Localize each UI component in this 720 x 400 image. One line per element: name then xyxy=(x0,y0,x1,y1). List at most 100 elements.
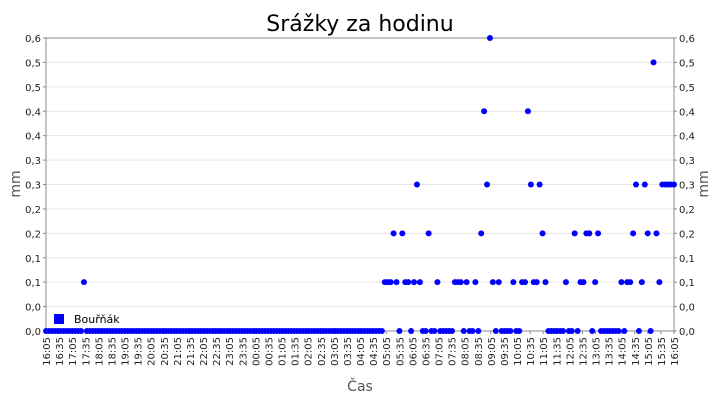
x-tick-label: 12:05 xyxy=(565,337,576,366)
data-point xyxy=(589,328,596,334)
data-point xyxy=(633,181,640,188)
data-point xyxy=(396,328,403,334)
x-tick-label: 18:05 xyxy=(94,337,105,366)
x-tick-label: 16:05 xyxy=(42,337,53,366)
y-tick-label: 0,2 xyxy=(679,205,695,216)
x-tick-label: 21:05 xyxy=(173,337,184,366)
data-point xyxy=(568,328,575,334)
x-tick-label: 10:05 xyxy=(513,337,524,366)
y-tick-label: 0,3 xyxy=(679,181,695,192)
data-point xyxy=(635,328,642,334)
data-point xyxy=(495,279,502,286)
data-point xyxy=(408,328,415,334)
y-tick-label: 0,0 xyxy=(679,327,695,338)
x-tick-label: 05:05 xyxy=(382,337,393,366)
y-tick-label: 0,0 xyxy=(25,303,41,314)
data-point xyxy=(522,279,529,286)
y-axis-left: 0,0 0,0 0,1 0,1 0,2 0,2 0,3 0,3 0,4 0,4 0,5 0,5 0,6 xyxy=(25,34,46,338)
data-point xyxy=(475,328,482,334)
x-axis-label: Čas xyxy=(347,377,373,395)
x-tick-label: 04:35 xyxy=(369,337,380,366)
data-point xyxy=(449,328,456,334)
data-point xyxy=(641,181,648,188)
y-tick-label: 0,5 xyxy=(679,58,695,69)
x-tick-label: 20:05 xyxy=(147,337,158,366)
x-tick-label: 14:05 xyxy=(618,337,629,366)
y-tick-label: 0,0 xyxy=(25,327,41,338)
data-point xyxy=(387,279,394,286)
x-tick-label: 03:35 xyxy=(343,337,354,366)
data-point xyxy=(481,108,488,115)
y-tick-label: 0,1 xyxy=(679,254,695,265)
data-point xyxy=(580,279,587,286)
data-point xyxy=(425,230,432,237)
y-tick-label: 0,5 xyxy=(679,83,695,94)
x-tick-label: 23:35 xyxy=(238,337,249,366)
data-point xyxy=(478,230,485,237)
y-axis-right: 0,0 0,0 0,1 0,1 0,2 0,2 0,3 0,3 0,4 0,4 0,5 0,5 0,6 xyxy=(674,34,695,338)
x-tick-label: 01:05 xyxy=(278,337,289,366)
x-tick-label: 10:35 xyxy=(526,337,537,366)
x-tick-label: 07:35 xyxy=(448,337,459,366)
y-tick-label: 0,4 xyxy=(679,107,695,118)
x-tick-label: 17:35 xyxy=(81,337,92,366)
x-tick-label: 07:05 xyxy=(435,337,446,366)
data-point xyxy=(469,328,476,334)
data-point xyxy=(524,108,531,115)
y-tick-label: 0,0 xyxy=(679,303,695,314)
y-tick-label: 0,3 xyxy=(25,156,41,167)
x-tick-label: 20:35 xyxy=(160,337,171,366)
x-axis: 16:05 16:35 17:05 17:35 18:05 18:35 19:05 19:35… xyxy=(42,331,681,366)
x-tick-label: 02:35 xyxy=(317,337,328,366)
data-point xyxy=(533,279,540,286)
data-point xyxy=(653,230,660,237)
data-point xyxy=(615,328,622,334)
x-tick-label: 17:05 xyxy=(68,337,79,366)
y-tick-label: 0,1 xyxy=(679,278,695,289)
y-axis-label-left: mm xyxy=(8,170,24,197)
y-tick-label: 0,4 xyxy=(25,107,41,118)
x-tick-label: 11:05 xyxy=(539,337,550,366)
x-tick-label: 15:05 xyxy=(644,337,655,366)
y-tick-label: 0,6 xyxy=(25,34,41,45)
data-point xyxy=(457,279,464,286)
data-point xyxy=(650,59,657,66)
y-tick-label: 0,2 xyxy=(679,229,695,240)
x-tick-label: 00:05 xyxy=(251,337,262,366)
y-tick-label: 0,1 xyxy=(25,278,41,289)
data-point xyxy=(536,181,543,188)
data-point xyxy=(560,328,567,334)
x-tick-label: 02:05 xyxy=(304,337,315,366)
data-point xyxy=(78,328,85,334)
data-point xyxy=(527,181,534,188)
x-tick-label: 19:05 xyxy=(121,337,132,366)
data-point xyxy=(627,279,634,286)
legend-swatch xyxy=(54,314,64,324)
data-point xyxy=(463,279,470,286)
data-point xyxy=(507,328,514,334)
data-point xyxy=(510,279,517,286)
data-point xyxy=(586,230,593,237)
x-tick-label: 18:35 xyxy=(107,337,118,366)
data-point xyxy=(460,328,467,334)
x-tick-label: 01:35 xyxy=(291,337,302,366)
x-tick-label: 23:05 xyxy=(225,337,236,366)
data-point xyxy=(571,230,578,237)
grid xyxy=(46,61,674,308)
data-point xyxy=(431,328,438,334)
data-point xyxy=(472,279,479,286)
y-tick-label: 0,1 xyxy=(25,254,41,265)
data-point xyxy=(539,230,546,237)
data-point xyxy=(671,181,677,188)
chart-title: Srážky za hodinu xyxy=(266,12,453,37)
data-point xyxy=(378,328,385,334)
data-point xyxy=(405,279,412,286)
y-tick-label: 0,5 xyxy=(25,83,41,94)
data-point xyxy=(574,328,581,334)
data-point xyxy=(516,328,523,334)
x-tick-label: 16:05 xyxy=(670,337,681,366)
data-point xyxy=(618,279,625,286)
x-tick-label: 11:35 xyxy=(552,337,563,366)
y-tick-label: 0,2 xyxy=(25,205,41,216)
